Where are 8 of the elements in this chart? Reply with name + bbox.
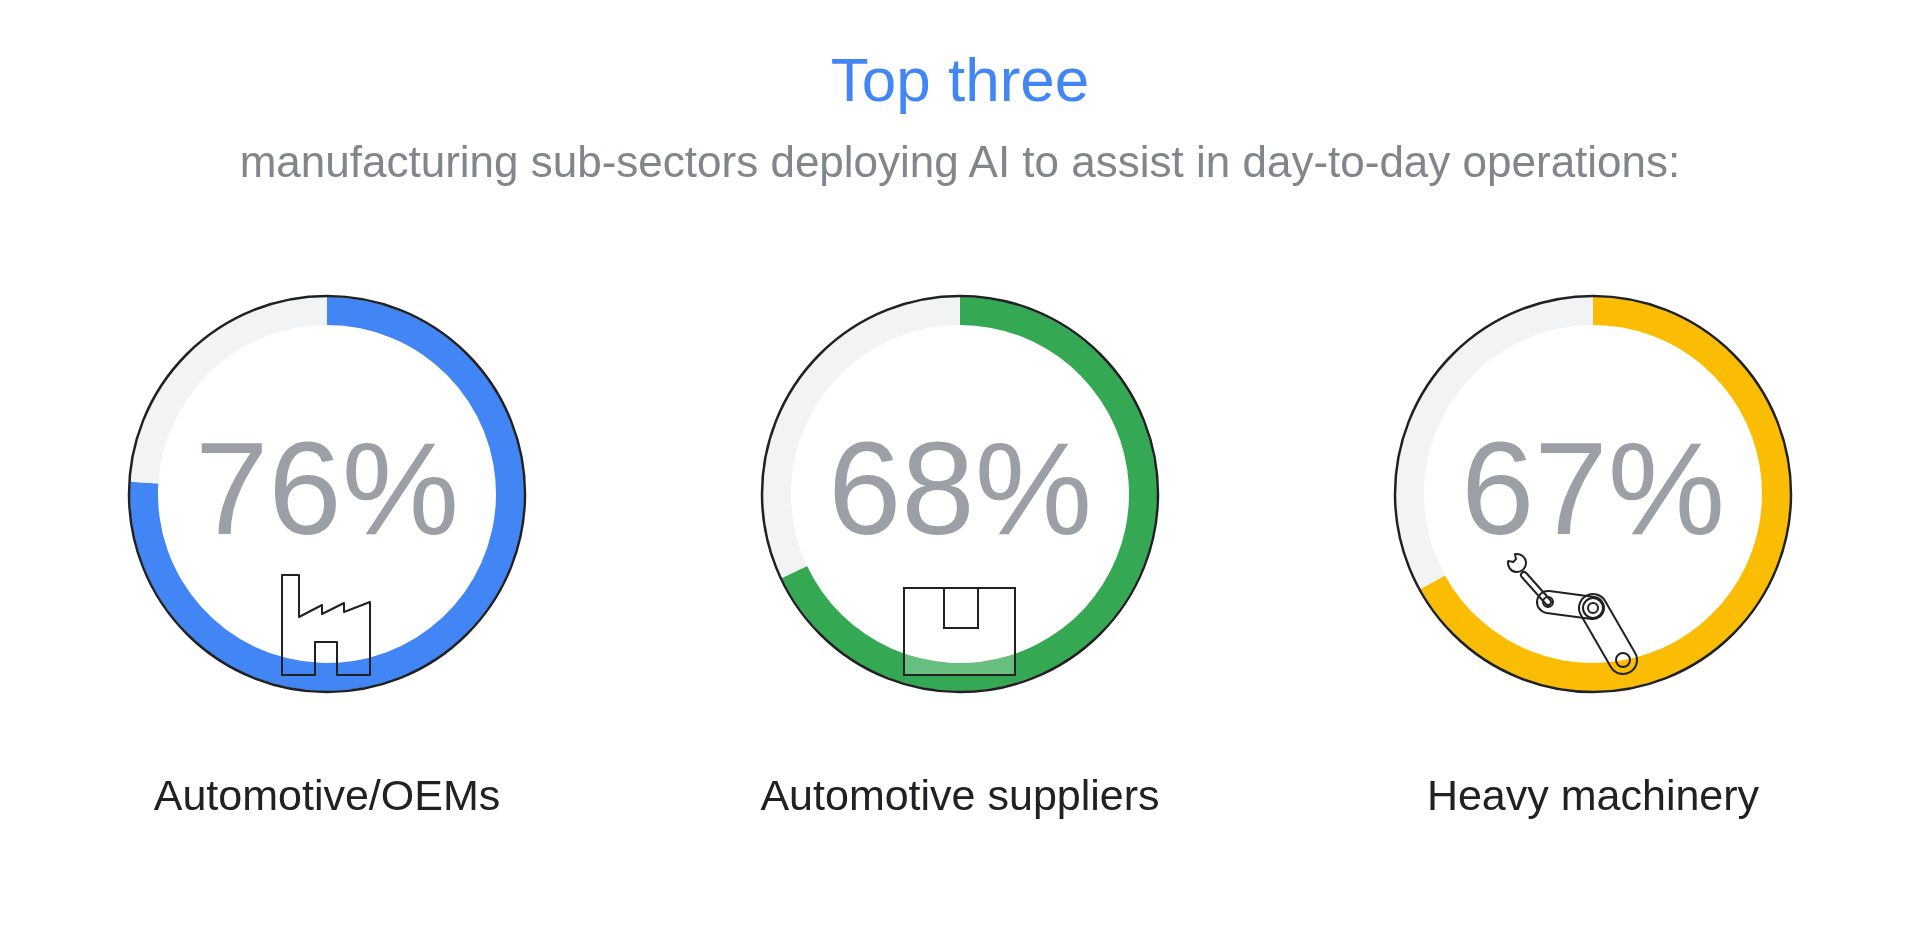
slice-label: Heavy machinery xyxy=(1426,771,1760,819)
data-label: 68% xyxy=(827,415,1093,562)
slice-label: Automotive/OEMs xyxy=(153,771,501,819)
data-label: 76% xyxy=(194,415,460,562)
data-label: 67% xyxy=(1460,415,1726,562)
slice-label: Automotive suppliers xyxy=(760,771,1160,819)
chart-subtitle: manufacturing sub-sectors deploying AI to assist in day-to-day operations: xyxy=(239,137,1681,186)
chart-title: Top three xyxy=(830,45,1090,114)
